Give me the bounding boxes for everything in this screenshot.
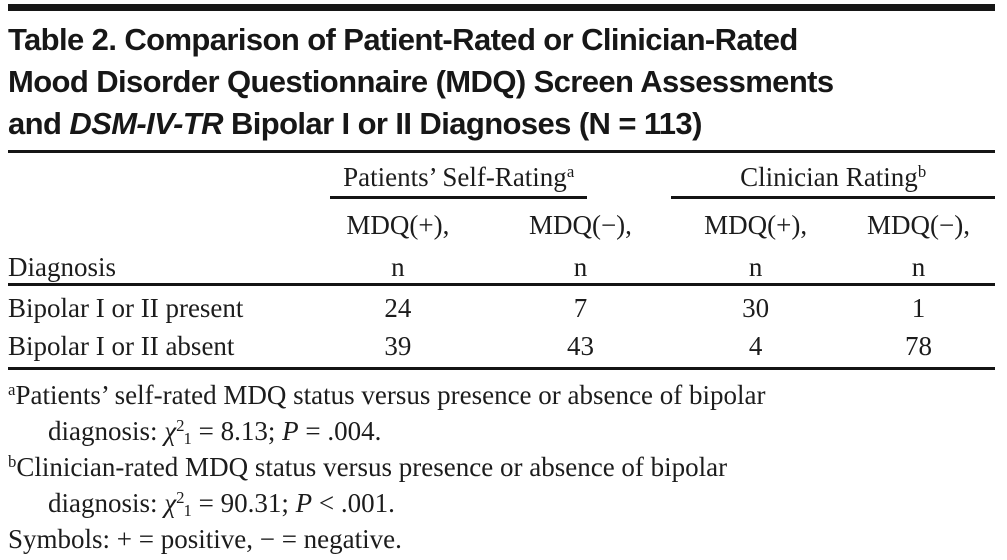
spanner-header-row: Patients’ Self-Ratinga Clinician Ratingb: [8, 153, 995, 199]
value-present-patients-mdq-positive: 24: [384, 293, 412, 323]
col-header-clinician-mdq-positive: MDQ(+),: [704, 210, 808, 240]
value-absent-clinician-mdq-negative: 78: [841, 324, 995, 370]
top-rule: [8, 4, 995, 11]
footnote-a-line2: diagnosis: χ21 = 8.13; P = .004.: [8, 413, 995, 449]
footnote-a-line1: aPatients’ self-rated MDQ status versus …: [8, 377, 995, 413]
footnote-a-stat-prefix: diagnosis:: [48, 416, 165, 446]
n-label-col3: n: [669, 241, 842, 286]
table-title-line-1: Table 2. Comparison of Patient-Rated or …: [8, 22, 798, 57]
footnote-b-line1: bClinician-rated MDQ status versus prese…: [8, 449, 995, 485]
value-present-patients-mdq-negative: 7: [573, 293, 588, 323]
title-divider-rule: [8, 150, 995, 153]
footnote-a-marker: a: [8, 379, 16, 399]
footnote-b-text: Clinician-rated MDQ status versus presen…: [16, 452, 728, 482]
n-label-col2: n: [491, 241, 670, 286]
mdq-comparison-table: Patients’ Self-Ratinga Clinician Ratingb…: [8, 153, 995, 370]
footnote-b-stat-value: = 90.31;: [191, 488, 296, 518]
patients-spanner-label: Patients’ Self-Rating: [343, 162, 567, 192]
table-row-bipolar-absent: Bipolar I or II absent 39 43 4 78: [8, 324, 995, 370]
table-footnotes: aPatients’ self-rated MDQ status versus …: [8, 377, 995, 557]
footnote-b-p-value: < .001.: [312, 488, 395, 518]
footnote-a-ref: a: [566, 161, 575, 181]
table-title-line-3: and DSM-IV-TR Bipolar I or II Diagnoses …: [8, 103, 995, 145]
col-header-patients-mdq-positive: MDQ(+),: [346, 210, 450, 240]
footnote-b-ref: b: [917, 161, 927, 181]
chi-df-subscript: 1: [183, 500, 192, 520]
title-dsm-italic: DSM-IV-TR: [69, 106, 223, 141]
value-absent-clinician-mdq-positive: 4: [669, 324, 842, 370]
n-label-col1: n: [304, 241, 492, 286]
p-symbol: P: [282, 416, 299, 446]
symbols-legend: Symbols: + = positive, − = negative.: [8, 524, 402, 554]
value-present-clinician-mdq-negative: 1: [911, 293, 926, 323]
diagnosis-column-header: Diagnosis: [8, 241, 305, 286]
chi-df-subscript: 1: [183, 428, 192, 448]
chi-symbol: χ: [164, 488, 177, 518]
table-title-line-2: Mood Disorder Questionnaire (MDQ) Screen…: [8, 64, 834, 99]
clinician-spanner-label: Clinician Rating: [740, 162, 918, 192]
row-label-bipolar-absent: Bipolar I or II absent: [8, 324, 305, 370]
col-header-patients-mdq-negative: MDQ(−),: [528, 210, 632, 240]
row-label-bipolar-present: Bipolar I or II present: [8, 293, 244, 323]
title-line3-suffix: Bipolar I or II Diagnoses (N = 113): [222, 106, 702, 141]
footnote-b-stat-prefix: diagnosis:: [48, 488, 165, 518]
title-line3-prefix: and: [8, 106, 70, 141]
mdq-subheader-row: MDQ(+), MDQ(−), MDQ(+), MDQ(−),: [8, 199, 995, 241]
col-header-clinician-mdq-negative: MDQ(−),: [867, 210, 970, 240]
n-header-row: Diagnosis n n n n: [8, 241, 995, 286]
footnote-b-line2: diagnosis: χ21 = 90.31; P < .001.: [8, 485, 995, 521]
chi-exponent: 2: [176, 487, 185, 507]
table-title: Table 2. Comparison of Patient-Rated or …: [8, 19, 995, 145]
mdq-subheader-empty-cell: [8, 199, 304, 241]
table-row-bipolar-present: Bipolar I or II present 24 7 30 1: [8, 285, 995, 325]
spanner-empty-cell: [8, 153, 304, 199]
value-present-clinician-mdq-positive: 30: [742, 293, 770, 323]
n-label-col4: n: [841, 241, 995, 286]
footnote-a-p-value: = .004.: [298, 416, 382, 446]
footnote-a-stat-value: = 8.13;: [191, 416, 283, 446]
footnote-a-text: Patients’ self-rated MDQ status versus p…: [15, 380, 766, 410]
patients-self-rating-spanner: Patients’ Self-Ratinga: [304, 153, 669, 199]
clinician-rating-spanner: Clinician Ratingb: [669, 153, 995, 199]
value-absent-patients-mdq-negative: 43: [491, 324, 670, 370]
chi-exponent: 2: [176, 415, 185, 435]
p-symbol: P: [295, 488, 313, 518]
value-absent-patients-mdq-positive: 39: [304, 324, 492, 370]
chi-symbol: χ: [164, 416, 177, 446]
footnote-b-marker: b: [8, 451, 17, 471]
